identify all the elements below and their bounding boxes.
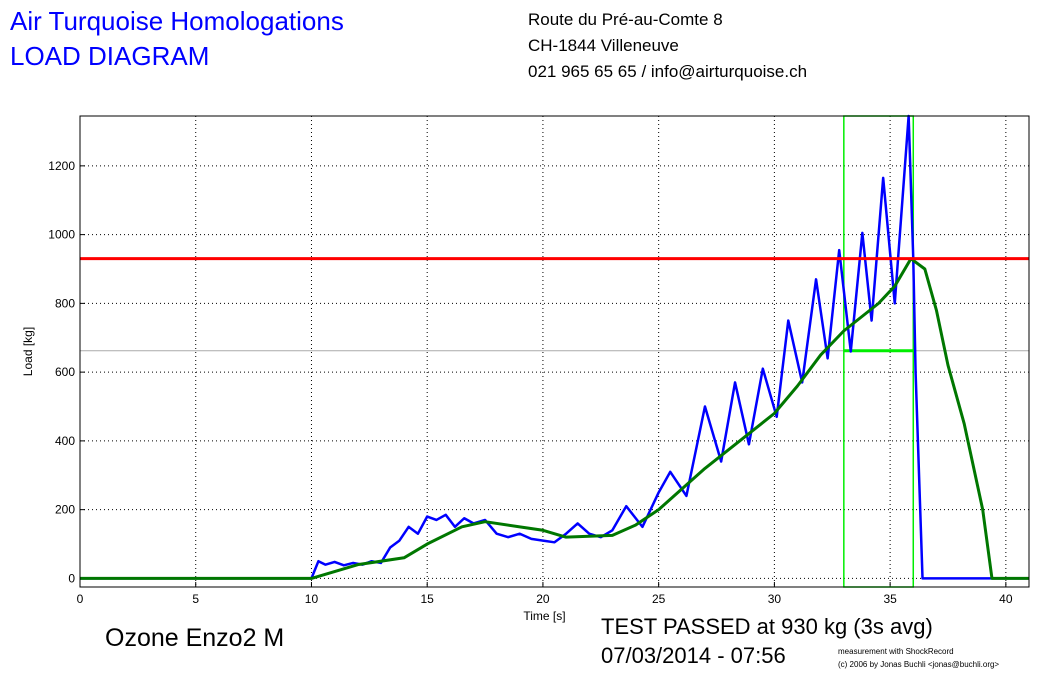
test-result: TEST PASSED at 930 kg (3s avg) <box>601 614 933 639</box>
diagram-title: LOAD DIAGRAM <box>10 41 210 71</box>
contact-line: 021 965 65 65 / info@airturquoise.ch <box>528 62 808 81</box>
y-tick-label: 0 <box>68 571 75 585</box>
raw-load-line <box>80 114 1029 580</box>
x-tick-label: 30 <box>768 592 782 606</box>
credit-text: measurement with ShockRecord <box>838 647 954 656</box>
y-tick-label: 1200 <box>48 159 75 173</box>
x-tick-label: 5 <box>192 592 199 606</box>
x-tick-label: 10 <box>305 592 319 606</box>
app-title: Air Turquoise Homologations <box>10 6 344 36</box>
x-tick-label: 0 <box>77 592 84 606</box>
y-tick-label: 600 <box>55 365 75 379</box>
y-tick-label: 800 <box>55 296 75 310</box>
y-axis-label: Load [kg] <box>21 327 35 376</box>
plot-frame <box>79 115 1030 588</box>
average-load-line <box>80 257 1029 580</box>
y-tick-label: 400 <box>55 434 75 448</box>
y-tick-label: 200 <box>55 503 75 517</box>
x-tick-label: 15 <box>421 592 435 606</box>
x-axis-label: Time [s] <box>523 609 565 623</box>
x-tick-label: 20 <box>536 592 550 606</box>
x-tick-label: 25 <box>652 592 666 606</box>
x-tick-label: 40 <box>999 592 1013 606</box>
y-tick-label: 1000 <box>48 228 75 242</box>
x-tick-label: 35 <box>883 592 897 606</box>
glider-name: Ozone Enzo2 M <box>105 624 285 652</box>
address-line: CH-1844 Villeneuve <box>528 36 679 55</box>
address-line: Route du Pré-au-Comte 8 <box>528 10 723 29</box>
credit-text: (c) 2006 by Jonas Buchli <jonas@buchli.o… <box>838 660 1000 669</box>
test-datetime: 07/03/2014 - 07:56 <box>601 643 786 668</box>
